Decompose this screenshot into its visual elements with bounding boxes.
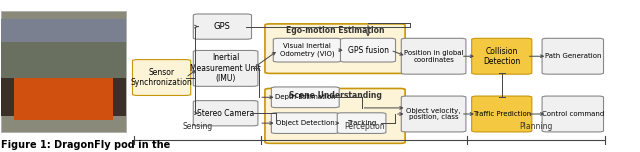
FancyBboxPatch shape: [472, 96, 532, 132]
Text: Perception: Perception: [344, 122, 385, 131]
FancyBboxPatch shape: [542, 96, 604, 132]
Text: Control command: Control command: [541, 111, 604, 117]
Bar: [1, 42, 126, 79]
Text: Figure 1: DragonFly pod in the: Figure 1: DragonFly pod in the: [1, 140, 170, 150]
Text: GPS fusion: GPS fusion: [348, 46, 388, 55]
Bar: [1, 19, 126, 45]
FancyBboxPatch shape: [401, 38, 466, 74]
Text: Collision
Detection: Collision Detection: [483, 47, 520, 66]
FancyBboxPatch shape: [273, 38, 341, 62]
Text: Sensor
Synchronization: Sensor Synchronization: [131, 68, 193, 87]
Text: Traffic Prediction: Traffic Prediction: [472, 111, 531, 117]
FancyBboxPatch shape: [265, 24, 405, 73]
FancyBboxPatch shape: [271, 87, 339, 108]
Bar: [1, 78, 126, 116]
Text: Planning: Planning: [520, 122, 553, 131]
FancyBboxPatch shape: [401, 96, 466, 132]
Text: Object velocity,
position, class: Object velocity, position, class: [406, 107, 461, 121]
Text: Position in global
coordinates: Position in global coordinates: [404, 50, 463, 63]
FancyBboxPatch shape: [337, 113, 386, 133]
Text: Scene Understanding: Scene Understanding: [289, 90, 381, 100]
Text: Tracking: Tracking: [347, 120, 376, 126]
Text: Stereo Camera: Stereo Camera: [197, 109, 254, 118]
Text: Path Generation: Path Generation: [545, 53, 601, 59]
FancyBboxPatch shape: [271, 113, 339, 133]
Bar: [14, 78, 113, 120]
Bar: [1, 11, 126, 132]
FancyBboxPatch shape: [542, 38, 604, 74]
Text: Ego-motion Estimation: Ego-motion Estimation: [286, 26, 384, 35]
Text: Object Detection: Object Detection: [276, 120, 335, 126]
FancyBboxPatch shape: [340, 38, 396, 62]
Text: Sensing: Sensing: [182, 122, 213, 131]
FancyBboxPatch shape: [193, 14, 252, 39]
FancyBboxPatch shape: [132, 60, 191, 95]
Text: Visual Inertial
Odometry (VIO): Visual Inertial Odometry (VIO): [280, 43, 335, 57]
FancyBboxPatch shape: [265, 88, 405, 143]
Text: Depth Estimation: Depth Estimation: [275, 94, 335, 100]
Text: GPS: GPS: [214, 22, 231, 31]
FancyBboxPatch shape: [472, 38, 532, 74]
Text: Inertial
Measurement Unit
(IMU): Inertial Measurement Unit (IMU): [190, 54, 261, 83]
FancyBboxPatch shape: [193, 50, 258, 86]
FancyBboxPatch shape: [193, 101, 258, 126]
